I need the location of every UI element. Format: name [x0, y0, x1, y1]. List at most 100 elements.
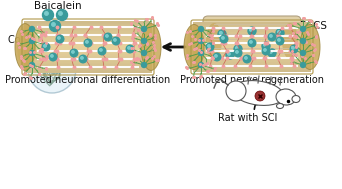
Circle shape: [49, 53, 57, 61]
Circle shape: [52, 23, 55, 26]
Bar: [193, 55, 311, 57]
Ellipse shape: [206, 23, 222, 59]
Bar: [193, 23, 311, 25]
Bar: [193, 38, 311, 40]
Ellipse shape: [184, 24, 206, 70]
Circle shape: [215, 55, 217, 57]
Circle shape: [236, 51, 238, 53]
Ellipse shape: [276, 104, 284, 108]
Ellipse shape: [282, 23, 298, 59]
Bar: [24, 69, 152, 71]
Bar: [24, 22, 152, 24]
Bar: [193, 25, 311, 27]
Ellipse shape: [15, 24, 35, 70]
FancyBboxPatch shape: [203, 16, 301, 66]
Bar: [24, 60, 152, 63]
Bar: [24, 71, 152, 73]
Circle shape: [222, 37, 224, 39]
Bar: [193, 22, 311, 24]
Bar: [193, 57, 311, 59]
Bar: [193, 43, 311, 45]
Circle shape: [86, 41, 88, 43]
Circle shape: [264, 49, 266, 51]
Bar: [24, 26, 152, 28]
Circle shape: [198, 39, 203, 43]
Circle shape: [29, 50, 35, 56]
Circle shape: [81, 57, 83, 59]
Circle shape: [250, 41, 252, 43]
Circle shape: [56, 9, 67, 20]
Circle shape: [142, 63, 146, 67]
Bar: [24, 27, 152, 30]
Circle shape: [142, 26, 146, 32]
Bar: [193, 51, 311, 54]
Circle shape: [42, 9, 53, 20]
Circle shape: [142, 50, 146, 56]
Bar: [24, 34, 152, 37]
Bar: [24, 29, 152, 31]
Bar: [24, 41, 152, 43]
Bar: [24, 57, 152, 59]
Ellipse shape: [184, 25, 204, 70]
Circle shape: [112, 37, 120, 45]
Circle shape: [72, 51, 74, 53]
Text: Promoted neuronal differentiation: Promoted neuronal differentiation: [5, 75, 171, 85]
Bar: [24, 40, 152, 42]
Circle shape: [104, 33, 112, 41]
Bar: [193, 60, 311, 62]
Circle shape: [50, 20, 61, 32]
Circle shape: [234, 45, 242, 53]
Bar: [24, 52, 152, 54]
Text: Promoted nerve regeneration: Promoted nerve regeneration: [180, 75, 324, 85]
Bar: [24, 20, 152, 23]
Bar: [24, 45, 152, 47]
Circle shape: [218, 30, 226, 38]
Circle shape: [248, 27, 256, 35]
Ellipse shape: [16, 26, 36, 69]
Bar: [24, 48, 152, 50]
Bar: [24, 38, 152, 40]
Circle shape: [220, 32, 222, 34]
Circle shape: [301, 26, 305, 32]
Bar: [193, 45, 311, 47]
Bar: [24, 62, 152, 64]
Bar: [193, 65, 311, 67]
Circle shape: [29, 26, 35, 32]
Circle shape: [270, 35, 272, 37]
Circle shape: [79, 55, 87, 63]
Circle shape: [262, 47, 270, 55]
Circle shape: [42, 43, 50, 51]
Circle shape: [262, 42, 270, 50]
Text: Rat with SCI: Rat with SCI: [218, 113, 278, 123]
Ellipse shape: [232, 81, 284, 105]
Circle shape: [56, 35, 64, 43]
Text: Collagen hydrogel: Collagen hydrogel: [8, 35, 96, 45]
Bar: [193, 35, 311, 37]
Bar: [24, 31, 152, 33]
Circle shape: [100, 49, 102, 51]
Circle shape: [245, 57, 247, 59]
Circle shape: [243, 55, 251, 63]
Circle shape: [227, 53, 230, 55]
Circle shape: [268, 33, 276, 41]
Bar: [193, 50, 311, 52]
Bar: [193, 53, 311, 55]
Bar: [193, 48, 311, 50]
Circle shape: [106, 35, 108, 37]
Circle shape: [206, 43, 214, 51]
Bar: [193, 67, 311, 69]
Circle shape: [198, 63, 203, 67]
Circle shape: [301, 63, 305, 67]
Circle shape: [208, 45, 210, 47]
Circle shape: [236, 47, 238, 49]
Bar: [24, 66, 152, 68]
Circle shape: [301, 50, 305, 56]
Bar: [193, 30, 311, 32]
Ellipse shape: [300, 25, 320, 70]
Bar: [193, 28, 311, 30]
Bar: [24, 24, 152, 26]
Ellipse shape: [226, 81, 246, 101]
Bar: [24, 55, 152, 57]
Ellipse shape: [186, 29, 204, 65]
Circle shape: [250, 29, 252, 31]
